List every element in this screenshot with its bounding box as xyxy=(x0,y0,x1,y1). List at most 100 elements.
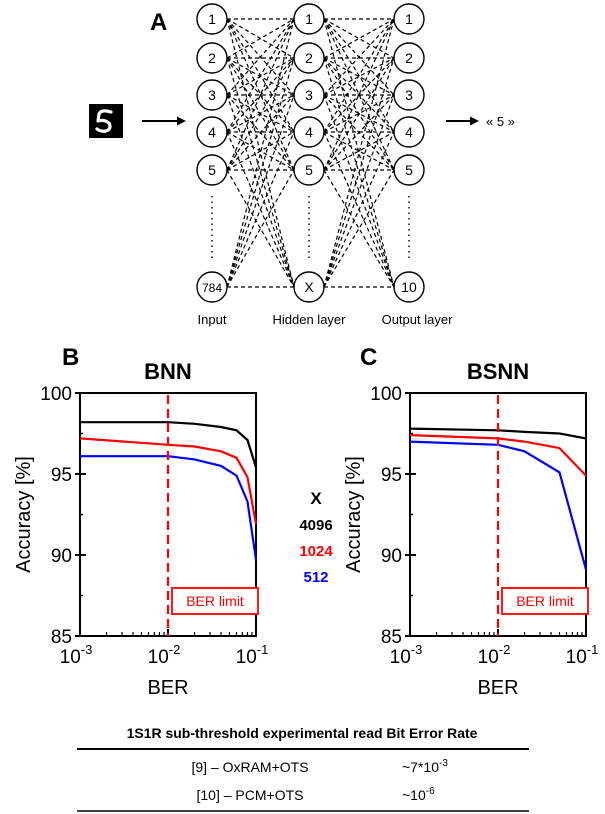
node-label: 784 xyxy=(202,281,222,295)
legend-entry-4096: 4096 xyxy=(299,517,332,534)
x-tick-exp: -2 xyxy=(499,642,511,657)
connection-line xyxy=(323,57,395,288)
connection-line xyxy=(323,18,395,96)
connection-line xyxy=(323,131,395,171)
node-label: 4 xyxy=(208,124,216,140)
input-node: 784 xyxy=(196,271,228,303)
input-node: 4 xyxy=(196,116,228,148)
connection-line xyxy=(323,94,395,133)
connection-line xyxy=(323,18,395,59)
node-circle xyxy=(196,154,228,186)
panel-label-a: A xyxy=(150,9,167,36)
panel-label-b: B xyxy=(62,344,79,371)
node-label: 3 xyxy=(305,87,313,103)
node-label: 5 xyxy=(208,162,216,178)
node-label: 2 xyxy=(405,50,413,66)
node-label: 1 xyxy=(405,11,413,27)
connection-line xyxy=(226,18,295,59)
node-circle xyxy=(196,3,228,35)
series-line-4096 xyxy=(80,421,258,468)
x-tick-label: 10-1 xyxy=(236,642,269,668)
x-axis-label: BER xyxy=(147,677,188,699)
x-tick-label: 10-3 xyxy=(390,642,423,668)
network-connections xyxy=(211,18,410,288)
node-circle xyxy=(393,42,425,74)
node-circle xyxy=(293,116,325,148)
node-circle xyxy=(393,79,425,111)
node-label: X xyxy=(304,279,314,295)
x-tick-base: 10 xyxy=(566,647,587,668)
output-node: 5 xyxy=(393,154,425,186)
table-row-device: [9] – OxRAM+OTS xyxy=(191,759,308,775)
table-row-value-exp: -6 xyxy=(426,786,435,797)
node-circle xyxy=(393,271,425,303)
connection-line xyxy=(226,131,295,288)
input-node: 2 xyxy=(196,42,228,74)
node-circle xyxy=(196,79,228,111)
connection-line xyxy=(323,94,395,171)
node-circle xyxy=(293,154,325,186)
node-circle xyxy=(393,3,425,35)
connection-line xyxy=(323,18,395,59)
ber-limit-box xyxy=(501,587,589,615)
hidden-node: 4 xyxy=(293,116,325,148)
x-tick-base: 10 xyxy=(390,647,411,668)
y-tick-label: 100 xyxy=(40,384,72,405)
x-tick-base: 10 xyxy=(60,647,81,668)
node-label: 4 xyxy=(305,124,313,140)
x-tick-exp: -3 xyxy=(411,642,423,657)
connection-line xyxy=(323,169,395,288)
connection-line xyxy=(226,57,295,133)
connection-line xyxy=(323,131,395,288)
node-circle xyxy=(196,116,228,148)
connection-line xyxy=(323,131,395,171)
input-layer-label: Input xyxy=(198,312,227,327)
input-node: 3 xyxy=(196,79,228,111)
series-line-4096 xyxy=(409,427,587,440)
input-node: 1 xyxy=(196,3,228,35)
digit-image xyxy=(89,104,123,138)
connection-line xyxy=(226,18,295,133)
x-axis-label: BER xyxy=(477,677,518,699)
y-axis-label: Accuracy [%] xyxy=(13,456,35,573)
output-arrow xyxy=(446,116,479,126)
connection-line xyxy=(226,169,295,288)
hidden-node: X xyxy=(293,271,325,303)
node-circle xyxy=(293,42,325,74)
x-tick-base: 10 xyxy=(236,647,257,668)
node-label: 2 xyxy=(305,50,313,66)
output-node: 3 xyxy=(393,79,425,111)
node-label: 5 xyxy=(405,162,413,178)
connection-line xyxy=(323,18,395,133)
legend-entry-1024: 1024 xyxy=(299,543,333,560)
x-tick-label: 10-3 xyxy=(60,642,93,668)
node-circle xyxy=(393,116,425,148)
node-circle xyxy=(293,3,325,35)
node-circle xyxy=(393,154,425,186)
connection-line xyxy=(323,57,395,133)
x-tick-exp: -2 xyxy=(169,642,181,657)
y-axis-label: Accuracy [%] xyxy=(343,456,365,573)
table-header: 1S1R sub-threshold experimental read Bit… xyxy=(127,725,478,741)
x-tick-exp: -1 xyxy=(257,642,269,657)
y-tick-label: 100 xyxy=(370,384,402,405)
table-row-value-exp: -3 xyxy=(439,758,448,769)
node-circle xyxy=(293,79,325,111)
connection-line xyxy=(226,57,295,288)
ber-limit-label: BER limit xyxy=(516,593,574,609)
connection-line xyxy=(323,57,395,96)
network-nodes: 1 2 3 4 5 784 1 2 3 4 5 X 1 2 3 4 5 10 xyxy=(196,3,425,303)
ber-limit-label: BER limit xyxy=(186,593,244,609)
hidden-node: 5 xyxy=(293,154,325,186)
output-layer-label: Output layer xyxy=(382,312,453,327)
output-text: « 5 » xyxy=(486,114,515,129)
output-node: 2 xyxy=(393,42,425,74)
connection-line xyxy=(323,57,395,171)
y-tick-label: 90 xyxy=(51,546,72,567)
y-tick-label: 95 xyxy=(381,465,402,486)
connection-line xyxy=(226,18,295,96)
node-label: 4 xyxy=(405,124,413,140)
y-tick-label: 95 xyxy=(51,465,72,486)
